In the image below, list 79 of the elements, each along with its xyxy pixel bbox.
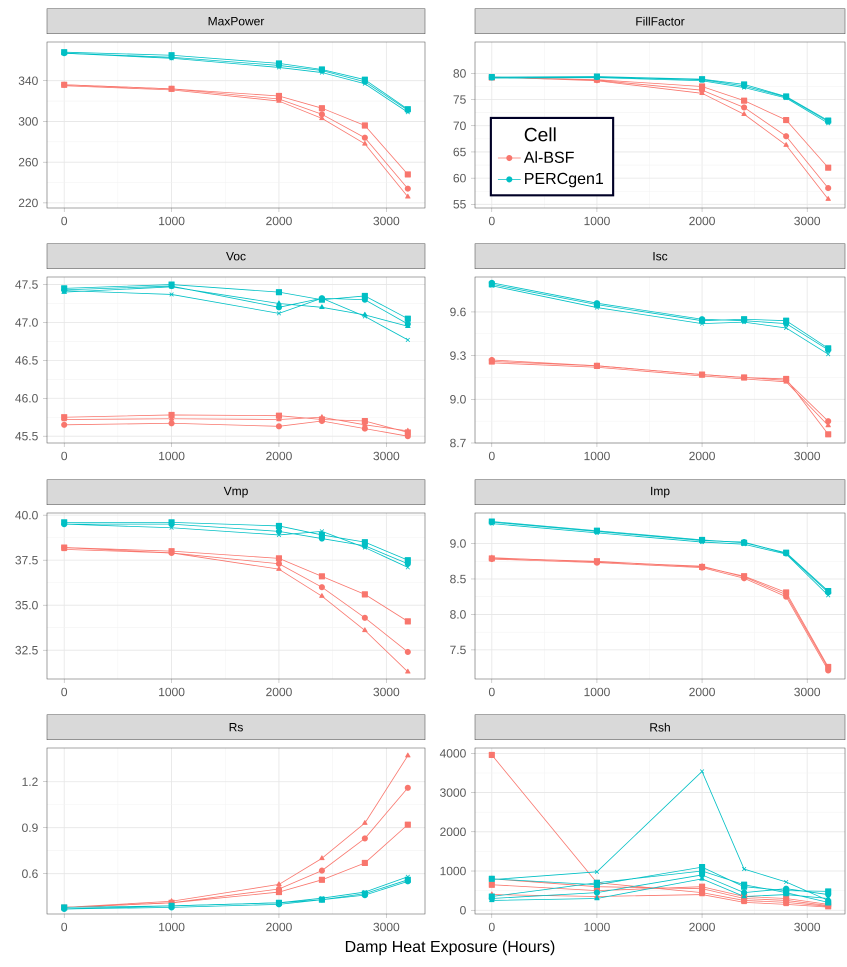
x-tick-label: 0 — [61, 922, 68, 932]
y-tick-label: 3000 — [440, 788, 466, 797]
y-tick-label: 9.0 — [450, 539, 466, 548]
chart-title: Rsh — [650, 722, 670, 732]
chart-title: Vmp — [224, 486, 248, 498]
y-tick-label: 0.6 — [22, 869, 38, 878]
x-tick-label: 1000 — [584, 452, 610, 460]
y-tick-label: 300 — [18, 117, 38, 126]
x-tick-label: 2000 — [266, 922, 292, 932]
y-tick-label: 9.6 — [450, 308, 466, 316]
y-tick-label: 35.0 — [15, 600, 38, 610]
y-tick-label: 60 — [454, 174, 466, 182]
x-tick-label: 3000 — [373, 922, 400, 932]
y-tick-label: 55 — [453, 200, 466, 209]
y-tick-label: 340 — [18, 76, 38, 85]
y-tick-label: 7.5 — [450, 646, 466, 654]
x-tick-label: 0 — [61, 216, 68, 226]
chart-title: FillFactor — [636, 16, 684, 26]
chart-title: Rs — [230, 723, 243, 732]
y-tick-label: 32.5 — [15, 646, 38, 654]
x-tick-label: 3000 — [373, 452, 400, 460]
y-tick-label: 9.3 — [450, 351, 466, 360]
y-tick-label: 46.0 — [15, 394, 38, 403]
x-tick-label: 2000 — [266, 452, 292, 460]
x-tick-label: 2000 — [266, 688, 292, 696]
y-tick-label: 2000 — [440, 828, 466, 836]
x-tick-label: 0 — [61, 688, 68, 696]
legend-label: Al-BSF — [524, 151, 574, 163]
x-tick-label: 1000 — [584, 688, 610, 696]
y-tick-label: 75 — [454, 95, 466, 104]
chart-title: Isc — [653, 252, 668, 260]
x-tick-label: 3000 — [373, 688, 400, 696]
x-tick-label: 2000 — [689, 922, 715, 932]
x-tick-label: 1000 — [159, 216, 184, 226]
x-tick-label: 0 — [488, 922, 495, 932]
chart-title: Imp — [651, 486, 670, 498]
x-tick-label: 0 — [61, 452, 68, 460]
y-tick-label: 8.0 — [450, 610, 466, 619]
y-tick-label: 4000 — [440, 749, 466, 758]
y-tick-label: 220 — [18, 198, 38, 208]
x-tick-label: 1000 — [159, 922, 184, 932]
legend-label: PERCgen1 — [525, 172, 604, 188]
x-tick-label: 1000 — [584, 922, 610, 932]
y-tick-label: 45.5 — [15, 432, 38, 440]
y-tick-label: 0 — [460, 906, 466, 914]
x-axis-title: Damp Heat Exposure (Hours) — [346, 940, 554, 956]
x-tick-label: 2000 — [689, 688, 715, 696]
y-tick-label: 0.9 — [22, 823, 38, 832]
x-tick-label: 1000 — [584, 216, 610, 226]
x-tick-label: 1000 — [159, 688, 184, 696]
y-tick-label: 9.0 — [450, 395, 466, 404]
x-tick-label: 3000 — [794, 922, 820, 932]
x-tick-label: 2000 — [689, 216, 715, 226]
chart-title: Voc — [226, 252, 246, 260]
y-tick-label: 40.0 — [15, 510, 38, 520]
y-tick-label: 37.5 — [15, 556, 38, 564]
x-tick-label: 2000 — [266, 216, 292, 226]
x-tick-label: 0 — [488, 216, 495, 226]
y-tick-label: 260 — [18, 158, 38, 166]
x-tick-label: 3000 — [794, 216, 820, 226]
y-tick-label: 70 — [454, 122, 466, 130]
x-tick-label: 2000 — [689, 452, 715, 460]
y-tick-label: 8.7 — [450, 438, 466, 448]
chart-title: MaxPower — [208, 17, 264, 26]
x-tick-label: 1000 — [159, 452, 184, 460]
x-tick-label: 3000 — [373, 216, 400, 226]
y-tick-label: 47.0 — [15, 318, 38, 327]
y-tick-label: 1.2 — [22, 778, 38, 786]
y-tick-label: 1000 — [440, 866, 466, 876]
y-tick-label: 80 — [453, 69, 466, 78]
y-tick-label: 46.5 — [15, 356, 38, 365]
y-tick-label: 47.5 — [15, 280, 38, 289]
legend-title: Cell — [524, 127, 556, 142]
x-tick-label: 3000 — [794, 452, 820, 460]
x-tick-label: 0 — [488, 452, 495, 460]
y-tick-label: 65 — [454, 148, 466, 156]
y-tick-label: 8.5 — [450, 574, 466, 584]
x-tick-label: 3000 — [794, 688, 820, 696]
x-tick-label: 0 — [488, 688, 495, 696]
